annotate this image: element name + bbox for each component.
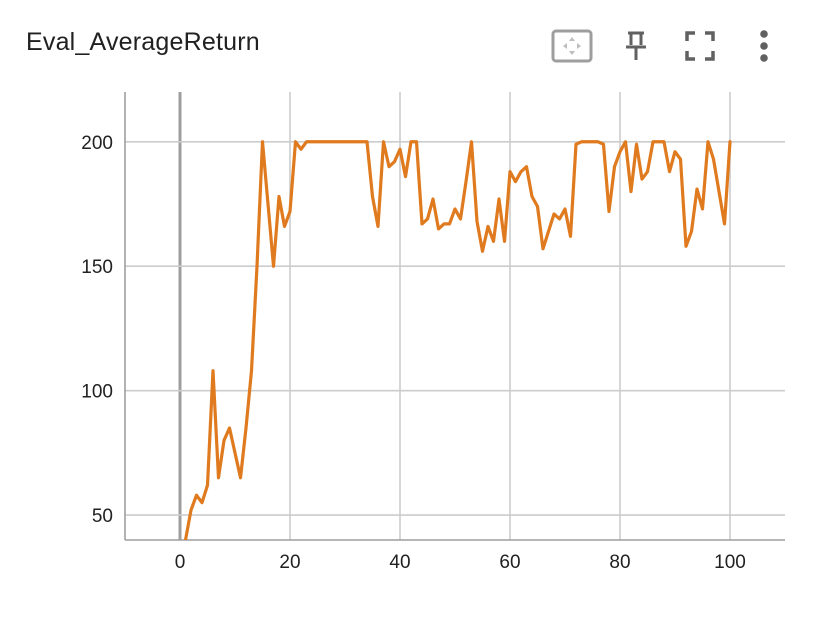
- y-tick-label: 150: [81, 257, 113, 278]
- x-tick-label: 60: [499, 552, 520, 573]
- more-options-button[interactable]: [742, 26, 786, 66]
- x-tick-label: 40: [389, 552, 410, 573]
- more-vert-icon: [759, 29, 769, 63]
- x-tick-label: 0: [175, 552, 186, 573]
- x-tick-label: 100: [714, 552, 746, 573]
- x-tick-label: 80: [609, 552, 630, 573]
- fit-domain-icon: [550, 28, 594, 64]
- x-tick-label: 20: [279, 552, 300, 573]
- pin-icon: [623, 30, 649, 62]
- tick-labels: 0 20 40 60 80 100 50 100 150 200: [81, 133, 746, 573]
- y-tick-label: 100: [81, 382, 113, 403]
- y-tick-label: 50: [92, 506, 113, 527]
- pin-button[interactable]: [614, 26, 658, 66]
- series-line[interactable]: [183, 140, 732, 540]
- y-tick-label: 200: [81, 133, 113, 154]
- fullscreen-button[interactable]: [678, 26, 722, 66]
- fit-domain-button[interactable]: [550, 26, 594, 66]
- fullscreen-icon: [684, 30, 716, 62]
- axes: [124, 92, 785, 541]
- chart-toolbar: [530, 26, 786, 66]
- chart-title: Eval_AverageReturn: [26, 28, 260, 56]
- grid-lines: [125, 92, 785, 540]
- series-layer: [183, 140, 732, 540]
